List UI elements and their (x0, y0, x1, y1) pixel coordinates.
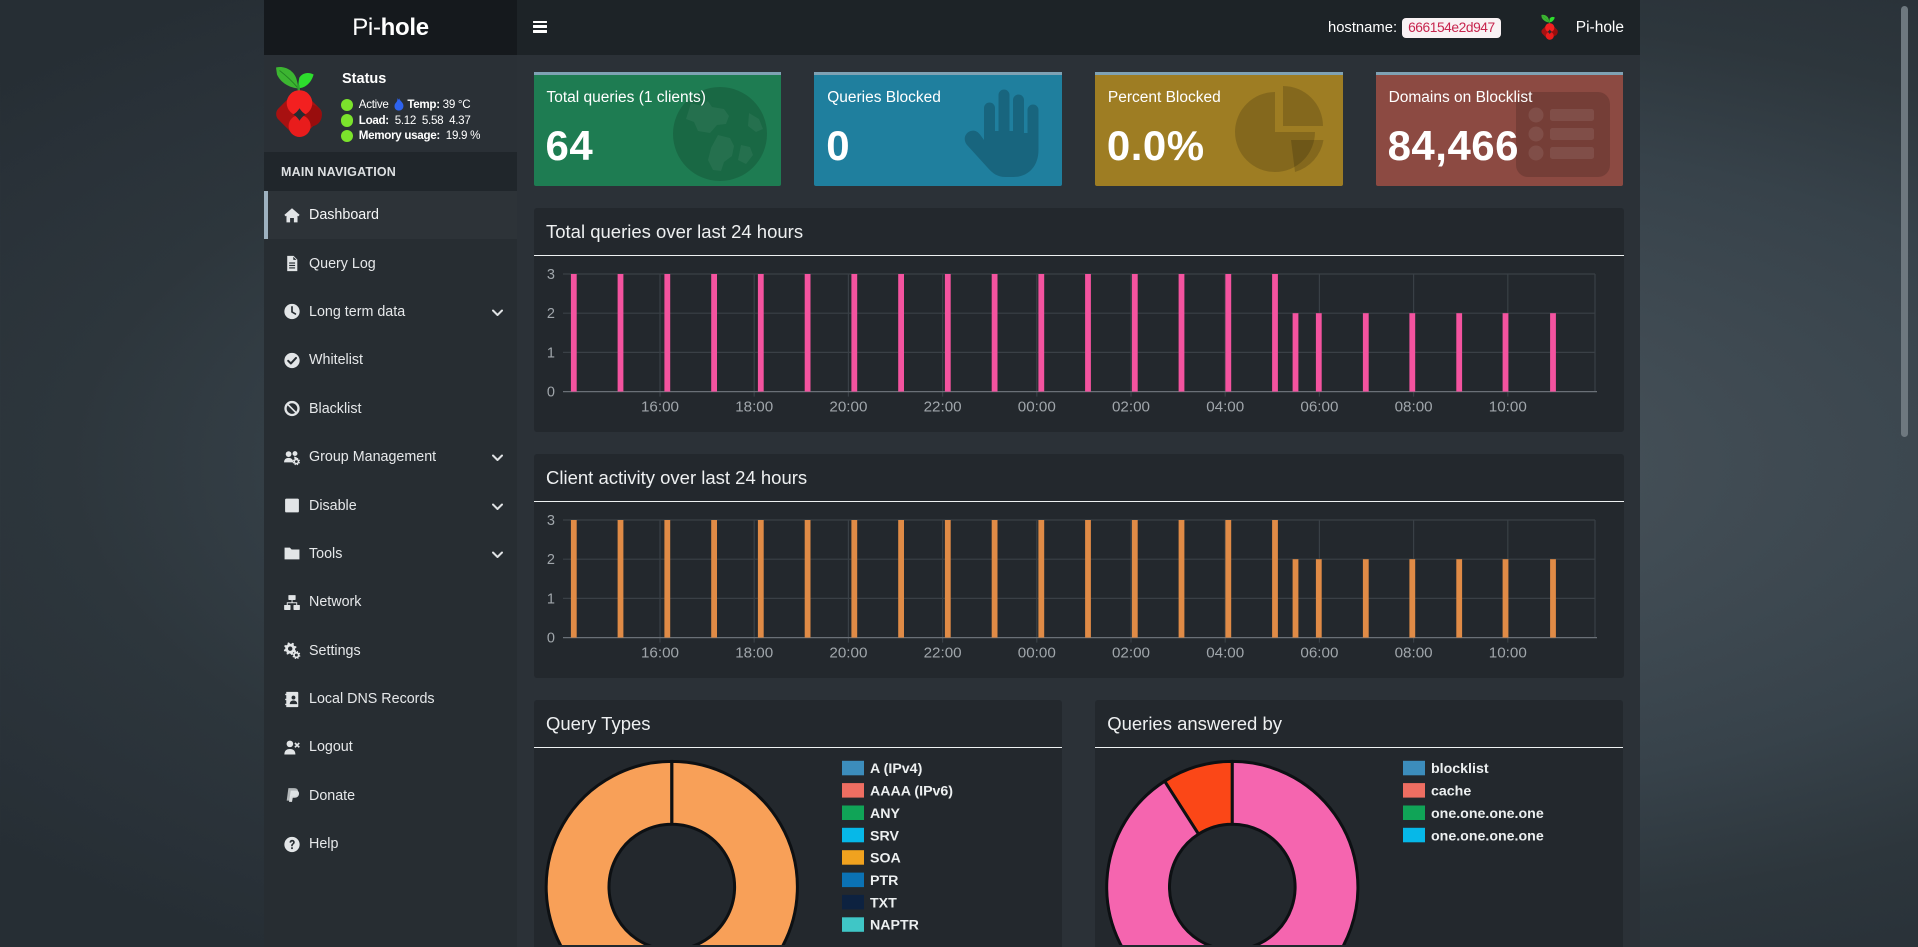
svg-text:AAAA (IPv6): AAAA (IPv6) (870, 784, 953, 800)
svg-text:0: 0 (546, 631, 554, 647)
svg-text:PTR: PTR (870, 873, 898, 889)
svg-text:18:00: 18:00 (735, 645, 773, 662)
svg-text:10:00: 10:00 (1488, 645, 1526, 662)
svg-text:one.one.one.one: one.one.one.one (1431, 829, 1544, 845)
svg-text:cache: cache (1431, 784, 1471, 800)
svg-text:one.one.one.one: one.one.one.one (1431, 806, 1544, 822)
svg-text:1: 1 (546, 345, 554, 361)
svg-text:NAPTR: NAPTR (870, 918, 919, 934)
svg-text:0: 0 (546, 385, 554, 401)
svg-text:04:00: 04:00 (1206, 399, 1244, 416)
svg-text:20:00: 20:00 (829, 645, 867, 662)
svg-text:2: 2 (546, 306, 554, 322)
svg-text:20:00: 20:00 (829, 399, 867, 416)
svg-text:06:00: 06:00 (1300, 645, 1338, 662)
svg-text:00:00: 00:00 (1017, 399, 1055, 416)
svg-text:08:00: 08:00 (1394, 645, 1432, 662)
svg-text:22:00: 22:00 (923, 399, 961, 416)
svg-text:22:00: 22:00 (923, 645, 961, 662)
svg-text:06:00: 06:00 (1300, 399, 1338, 416)
svg-text:02:00: 02:00 (1111, 645, 1149, 662)
svg-text:TXT: TXT (870, 896, 897, 912)
svg-text:18:00: 18:00 (735, 399, 773, 416)
svg-text:16:00: 16:00 (640, 645, 678, 662)
svg-text:08:00: 08:00 (1394, 399, 1432, 416)
svg-text:A (IPv4): A (IPv4) (870, 761, 923, 777)
svg-text:SOA: SOA (870, 851, 901, 867)
svg-text:3: 3 (546, 513, 554, 529)
svg-text:04:00: 04:00 (1206, 645, 1244, 662)
svg-text:16:00: 16:00 (640, 399, 678, 416)
svg-text:blocklist: blocklist (1431, 761, 1489, 777)
svg-text:1: 1 (546, 592, 554, 608)
svg-text:10:00: 10:00 (1488, 399, 1526, 416)
svg-text:02:00: 02:00 (1111, 399, 1149, 416)
svg-text:00:00: 00:00 (1017, 645, 1055, 662)
svg-text:2: 2 (546, 552, 554, 568)
svg-text:3: 3 (546, 267, 554, 283)
svg-text:ANY: ANY (870, 806, 900, 822)
svg-text:SRV: SRV (870, 829, 899, 845)
